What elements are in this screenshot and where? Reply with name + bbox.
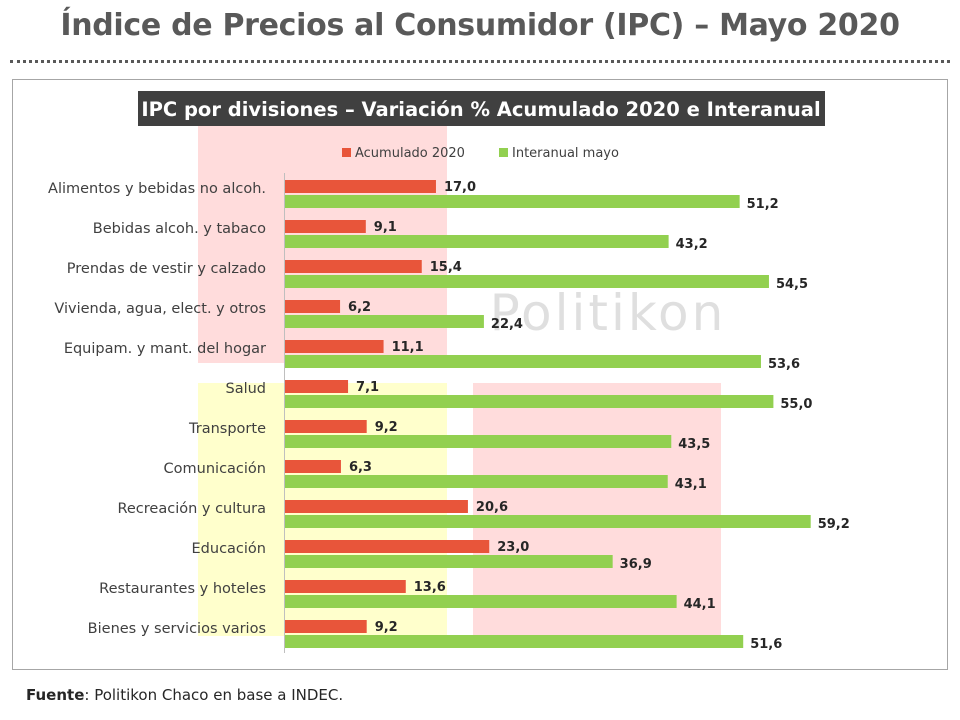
- bar-acumulado: [285, 180, 436, 193]
- band-pink-right: [473, 383, 721, 636]
- category-label: Educación: [192, 541, 266, 557]
- category-label: Bebidas alcoh. y tabaco: [93, 221, 266, 237]
- bar-interanual: [285, 515, 811, 528]
- category-label: Equipam. y mant. del hogar: [64, 341, 266, 357]
- value-label-acumulado: 9,2: [375, 620, 398, 635]
- value-label-interanual: 51,2: [747, 197, 779, 212]
- chart-title-group: IPC por divisiones – Variación % Acumula…: [138, 91, 825, 126]
- watermark-text: Politikon: [490, 284, 727, 342]
- chart-frame: Politikon IPC por divisiones – Variación…: [12, 79, 948, 670]
- bar-acumulado: [285, 580, 406, 593]
- bar-acumulado: [285, 500, 468, 513]
- value-label-interanual: 54,5: [776, 277, 808, 292]
- bar-acumulado: [285, 260, 422, 273]
- value-label-acumulado: 9,2: [375, 420, 398, 435]
- legend-label-acumulado: Acumulado 2020: [355, 146, 465, 161]
- category-label: Alimentos y bebidas no alcoh.: [48, 181, 266, 197]
- bar-interanual: [285, 315, 484, 328]
- value-label-acumulado: 9,1: [374, 220, 397, 235]
- bar-interanual: [285, 355, 761, 368]
- legend-swatch-acumulado: [342, 148, 351, 157]
- bar-interanual: [285, 195, 740, 208]
- bar-interanual: [285, 395, 774, 408]
- value-label-interanual: 55,0: [780, 397, 812, 412]
- footer-source-text: : Politikon Chaco en base a INDEC.: [84, 686, 344, 704]
- bars: [285, 180, 811, 648]
- bar-interanual: [285, 435, 672, 448]
- value-label-interanual: 43,5: [678, 437, 710, 452]
- value-label-interanual: 53,6: [768, 357, 800, 372]
- bar-acumulado: [285, 420, 367, 433]
- category-labels: Alimentos y bebidas no alcoh. Bebidas alc…: [48, 181, 266, 637]
- page-title: Índice de Precios al Consumidor (IPC) – …: [60, 8, 900, 43]
- category-label: Bienes y servicios varios: [88, 621, 266, 637]
- bar-interanual: [285, 235, 669, 248]
- footer-source: Fuente: Politikon Chaco en base a INDEC.: [26, 686, 343, 704]
- value-label-interanual: 22,4: [491, 317, 523, 332]
- bar-acumulado: [285, 220, 366, 233]
- bar-acumulado: [285, 460, 341, 473]
- bar-acumulado: [285, 340, 384, 353]
- legend-label-interanual: Interanual mayo: [512, 146, 619, 161]
- bar-interanual: [285, 275, 769, 288]
- footer-source-label: Fuente: [26, 686, 85, 704]
- value-label-interanual: 44,1: [684, 597, 716, 612]
- category-label: Salud: [225, 381, 266, 397]
- value-label-acumulado: 6,3: [349, 460, 372, 475]
- value-label-acumulado: 20,6: [476, 500, 508, 515]
- bar-acumulado: [285, 540, 490, 553]
- chart-title: IPC por divisiones – Variación % Acumula…: [141, 98, 820, 121]
- chart-title-box: [138, 91, 825, 126]
- bar-interanual: [285, 595, 677, 608]
- bar-acumulado: [285, 300, 341, 313]
- value-label-acumulado: 6,2: [348, 300, 371, 315]
- category-label: Vivienda, agua, elect. y otros: [54, 301, 266, 317]
- title-divider: [10, 60, 950, 63]
- category-label: Transporte: [188, 421, 266, 437]
- value-label-interanual: 51,6: [750, 637, 782, 652]
- category-label: Prendas de vestir y calzado: [67, 261, 266, 277]
- category-label: Comunicación: [164, 461, 266, 477]
- chart-legend: Acumulado 2020 Interanual mayo: [342, 146, 619, 161]
- value-label-acumulado: 23,0: [497, 540, 529, 555]
- bar-interanual: [285, 635, 744, 648]
- value-label-interanual: 36,9: [620, 557, 652, 572]
- category-label: Recreación y cultura: [117, 501, 266, 517]
- category-label: Restaurantes y hoteles: [99, 581, 266, 597]
- value-label-acumulado: 7,1: [356, 380, 379, 395]
- value-label-acumulado: 13,6: [414, 580, 446, 595]
- legend-swatch-interanual: [499, 148, 508, 157]
- value-labels: 17,0 51,2 9,1 43,2 15,4 54,5 6,2 22,4 11,1 53,6 7,…: [348, 180, 850, 652]
- bar-acumulado: [285, 620, 367, 633]
- value-label-interanual: 43,1: [675, 477, 707, 492]
- value-label-acumulado: 15,4: [430, 260, 462, 275]
- bar-acumulado: [285, 380, 349, 393]
- chart-svg: Politikon IPC por divisiones – Variación…: [48, 91, 850, 653]
- value-label-acumulado: 11,1: [392, 340, 424, 355]
- value-label-interanual: 43,2: [676, 237, 708, 252]
- value-label-interanual: 59,2: [818, 517, 850, 532]
- value-label-acumulado: 17,0: [444, 180, 476, 195]
- bar-interanual: [285, 475, 668, 488]
- bar-interanual: [285, 555, 613, 568]
